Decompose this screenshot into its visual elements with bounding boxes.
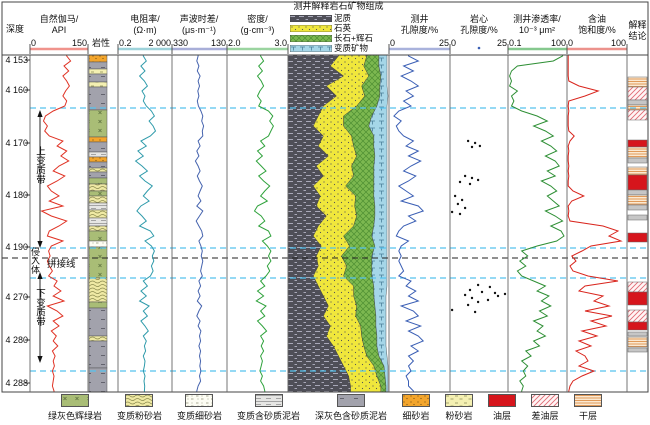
svg-text:4 280: 4 280: [5, 335, 28, 345]
cpor-track-title: 岩心 孔隙度/%: [460, 14, 498, 35]
rt-track-title: 电阻率/(Ω·m): [130, 14, 160, 35]
gr-track-title: 自然伽马/API: [39, 14, 79, 35]
intrusive-body-label: 侵入体: [30, 247, 40, 274]
mineral-legend-item-quartz: 石英: [290, 23, 373, 33]
svg-text:4 170: 4 170: [5, 138, 28, 148]
so-track-title: 含油 饱和度/%: [578, 14, 616, 35]
mineral-track-title: 测井解释岩石矿物组成: [293, 1, 384, 11]
legend-item-siltstone: 粉砂岩: [445, 394, 474, 422]
rt-scale-labels: 0.2 2 000: [119, 38, 171, 48]
cpor-scale-labels: 0 25: [451, 38, 507, 48]
mineral-legend-item-clay: 泥质: [290, 13, 373, 23]
svg-text:4 288: 4 288: [5, 378, 28, 388]
mineral-legend-item-feldspar: 长石+辉石: [290, 33, 373, 43]
legend-item-dry-layer: 干层: [574, 394, 603, 422]
upper-zone-label: 上变质带: [34, 146, 45, 184]
den-scale-labels: 2.0 3.0: [228, 38, 287, 48]
svg-text:4 160: 4 160: [5, 85, 28, 95]
legend-item-diabase: 绿灰色辉绿岩: [48, 394, 102, 422]
ac-track-title: 声波时差/(μs·m⁻¹): [179, 14, 219, 35]
lithology-column-title: 岩性: [91, 38, 110, 48]
legend-item-meta-siltstone: 变质粉砂岩: [117, 394, 162, 422]
gr-scale-labels: 0 150: [31, 38, 87, 48]
perm-track-title: 测井渗透率/10⁻³ μm²: [513, 14, 561, 35]
svg-text:4 190: 4 190: [5, 242, 28, 252]
ac-scale-labels: 330 130: [173, 38, 226, 48]
legend-item-fine-sandstone: 细砂岩: [402, 394, 431, 422]
interp-track-title: 解释 结论: [628, 20, 647, 41]
svg-text:4 153: 4 153: [5, 55, 28, 65]
splice-line-label: 拼接线: [47, 259, 76, 270]
so-scale-labels: 0 100: [568, 38, 626, 48]
legend-item-dark-sandy-mudstone: 深灰色含砂质泥岩: [315, 394, 387, 422]
svg-text:4 270: 4 270: [5, 292, 28, 302]
den-track-title: 密度/(g·cm⁻³): [240, 14, 275, 35]
mineral-legend: 泥质 石英 长石+辉石 变质矿物: [290, 13, 373, 53]
legend-item-meta-sandy-mudstone: 变质含砂质泥岩: [237, 394, 300, 422]
legend-item-meta-fine-sandstone: 变质细砂岩: [177, 394, 222, 422]
lower-zone-label: 下变质带: [34, 288, 45, 326]
por-scale-labels: 0 25: [390, 38, 449, 48]
legend-item-poor-oil-layer: 差油层: [531, 394, 560, 422]
svg-text:4 180: 4 180: [5, 190, 28, 200]
por-track-title: 测井 孔隙度/%: [400, 14, 439, 35]
depth-column-title: 深度: [5, 24, 24, 34]
perm-scale-labels: 0.1 100: [509, 38, 566, 48]
mineral-legend-item-metamin: 变质矿物: [290, 43, 373, 53]
lithology-legend: 绿灰色辉绿岩 变质粉砂岩 变质细砂岩 变质含砂质泥岩 深灰色含砂质泥岩 细砂岩 …: [0, 394, 650, 422]
legend-item-oil-layer: 油层: [488, 394, 517, 422]
